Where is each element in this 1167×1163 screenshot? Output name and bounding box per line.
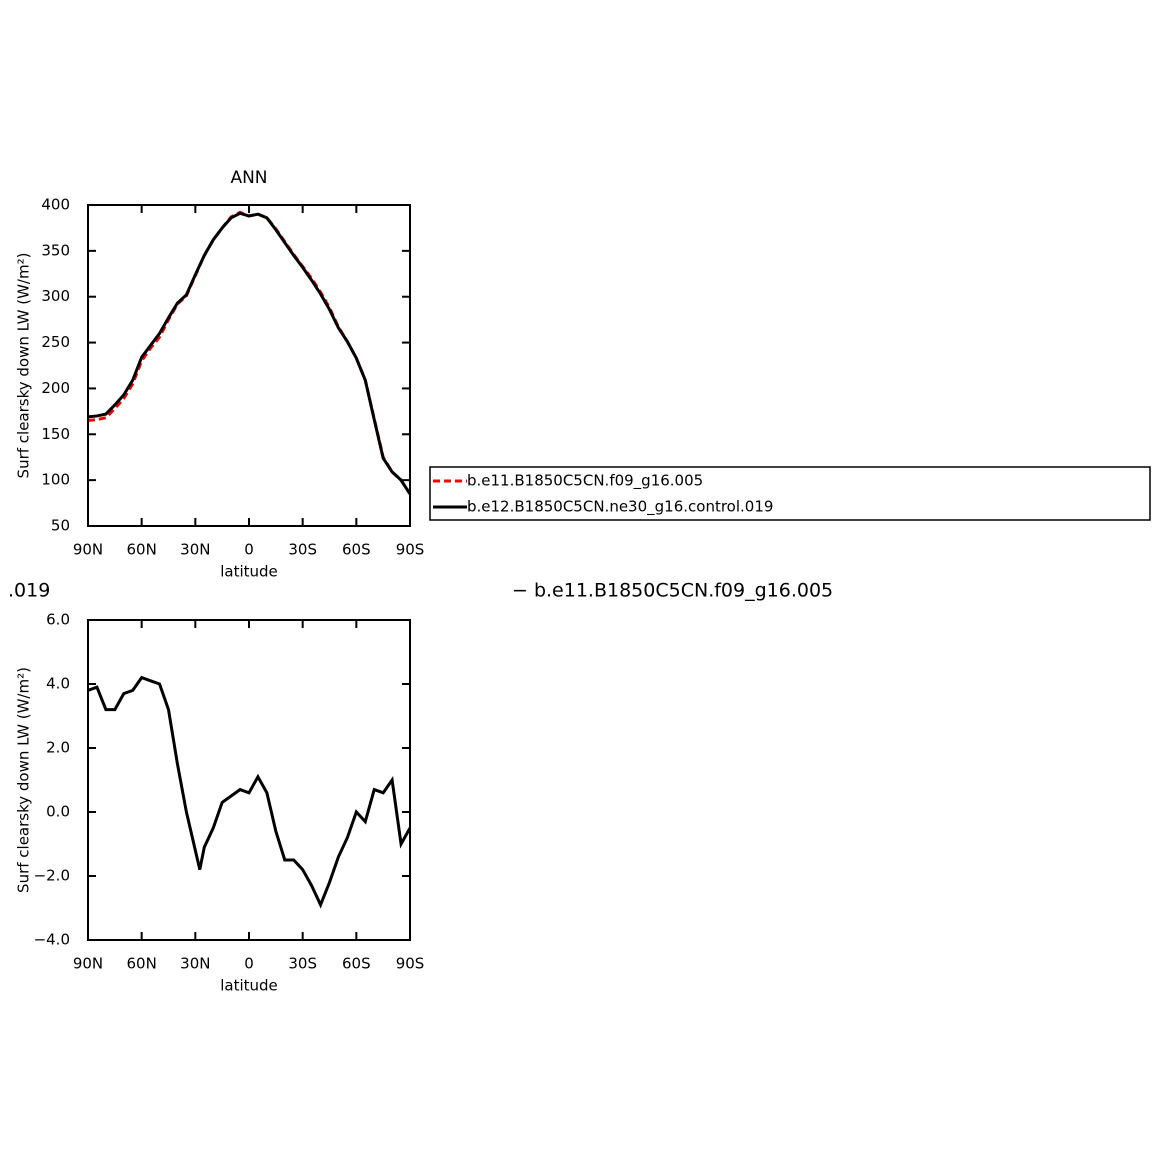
x-tick-label: 0: [244, 955, 254, 973]
y-tick-label: 150: [41, 425, 70, 443]
x-tick-label: 90S: [396, 955, 425, 973]
x-axis-label: latitude: [220, 563, 278, 581]
y-tick-label: 6.0: [46, 611, 70, 629]
y-tick-label: 400: [41, 196, 70, 214]
y-axis-label: Surf clearsky down LW (W/m²): [15, 667, 33, 893]
legend-label: b.e12.B1850C5CN.ne30_g16.control.019: [467, 498, 773, 517]
y-tick-label: 4.0: [46, 675, 70, 693]
annotation: .019: [8, 580, 50, 602]
data-line: [87, 210, 412, 495]
x-tick-label: 0: [244, 541, 254, 559]
x-tick-label: 30N: [180, 955, 210, 973]
legend-label: b.e11.B1850C5CN.f09_g16.005: [467, 472, 703, 491]
legend-box: [429, 466, 1151, 521]
x-tick-label: 60N: [127, 955, 157, 973]
y-tick-label: 0.0: [46, 803, 70, 821]
x-axis-label: latitude: [220, 977, 278, 995]
y-tick-label: −2.0: [34, 867, 70, 885]
x-tick-label: 30N: [180, 541, 210, 559]
x-tick-label: 90N: [73, 541, 103, 559]
annotation: − b.e11.B1850C5CN.f09_g16.005: [512, 580, 833, 602]
y-tick-label: 100: [41, 471, 70, 489]
data-line: [87, 675, 412, 909]
plot-frame: [87, 204, 411, 527]
y-tick-label: 50: [51, 517, 70, 535]
x-tick-label: 90N: [73, 955, 103, 973]
x-tick-label: 30S: [288, 955, 317, 973]
y-tick-label: 200: [41, 379, 70, 397]
x-tick-label: 60S: [342, 955, 371, 973]
x-tick-label: 30S: [288, 541, 317, 559]
chart-title: ANN: [230, 168, 267, 188]
x-tick-label: 90S: [396, 541, 425, 559]
plot-frame: [87, 619, 411, 941]
y-axis-label: Surf clearsky down LW (W/m²): [15, 253, 33, 479]
y-tick-label: 350: [41, 241, 70, 259]
y-tick-label: −4.0: [34, 931, 70, 949]
x-tick-label: 60S: [342, 541, 371, 559]
y-tick-label: 250: [41, 333, 70, 351]
y-tick-label: 2.0: [46, 739, 70, 757]
x-tick-label: 60N: [127, 541, 157, 559]
y-tick-label: 300: [41, 287, 70, 305]
data-line: [87, 211, 412, 495]
